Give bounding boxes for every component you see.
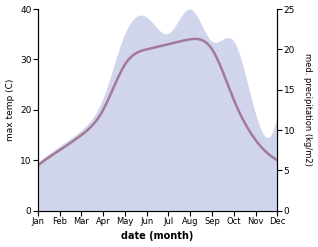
- Y-axis label: max temp (C): max temp (C): [5, 79, 15, 141]
- X-axis label: date (month): date (month): [121, 231, 194, 242]
- Y-axis label: med. precipitation (kg/m2): med. precipitation (kg/m2): [303, 53, 313, 166]
